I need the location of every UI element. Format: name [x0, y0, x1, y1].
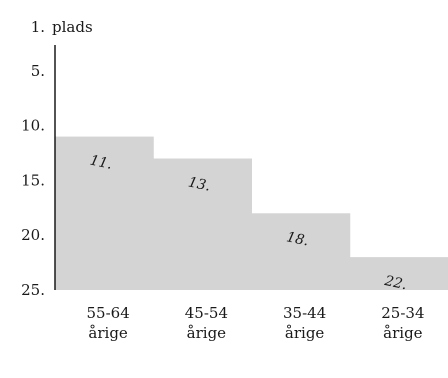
bars-group [55, 136, 448, 290]
category-label-line1: 25-34 [381, 304, 424, 322]
category-label-line2: årige [285, 324, 325, 342]
y-tick-label: 15. [21, 171, 45, 189]
bar-2 [153, 158, 252, 290]
y-tick-labels: 1. 5. 10. 15. 20. 25. plads [21, 18, 93, 299]
bar-3 [251, 213, 351, 290]
category-label-line2: årige [88, 324, 128, 342]
y-tick-label: 10. [21, 117, 45, 135]
category-label-line1: 35-44 [283, 304, 326, 322]
y-tick-label: 20. [21, 226, 45, 244]
category-label-line1: 45-54 [185, 304, 228, 322]
y-tick-label: 5. [31, 62, 45, 80]
category-label-line2: årige [187, 324, 227, 342]
bar-1 [55, 136, 154, 290]
data-label: 13. [187, 174, 212, 194]
category-label-line2: årige [383, 324, 423, 342]
data-label: 11. [88, 153, 113, 173]
data-label: 22. [382, 273, 408, 293]
y-axis-label: plads [52, 18, 93, 36]
data-label: 18. [285, 229, 310, 249]
bar-4 [349, 257, 448, 290]
category-label-line1: 55-64 [87, 304, 130, 322]
y-tick-label: 1. [31, 18, 45, 36]
y-tick-label: 25. [21, 281, 45, 299]
data-labels: 11. 13. 18. 22. [88, 153, 408, 294]
category-labels: 55-64 årige 45-54 årige 35-44 årige 25-34 årige [87, 304, 425, 342]
